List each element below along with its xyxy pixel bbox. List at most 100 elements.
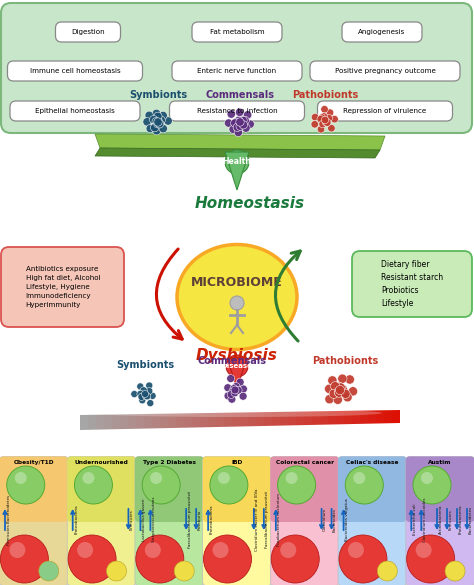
Circle shape (146, 387, 153, 394)
FancyBboxPatch shape (342, 22, 422, 42)
Text: Bacteroidetes: Bacteroidetes (468, 505, 473, 534)
FancyBboxPatch shape (8, 61, 143, 81)
Polygon shape (280, 412, 288, 426)
Text: Antibiotics exposure
High fat diet, Alcohol
Lifestyle, Hygiene
Immunodeficiency
: Antibiotics exposure High fat diet, Alco… (26, 267, 100, 308)
Circle shape (146, 382, 153, 389)
Circle shape (318, 114, 326, 122)
Circle shape (228, 395, 236, 403)
Text: Faecalibacterium prausnitzii: Faecalibacterium prausnitzii (265, 491, 269, 548)
Text: Faecalibacterium prausnitzii: Faecalibacterium prausnitzii (188, 491, 191, 548)
Circle shape (353, 472, 365, 484)
Text: Obesity/T1D: Obesity/T1D (14, 460, 54, 465)
Circle shape (212, 542, 228, 558)
Circle shape (335, 382, 344, 391)
Text: Streptococcus mutans: Streptococcus mutans (152, 497, 156, 542)
Circle shape (154, 118, 162, 126)
Circle shape (241, 116, 249, 125)
Polygon shape (95, 148, 380, 158)
Circle shape (231, 386, 239, 394)
Circle shape (149, 115, 158, 124)
Circle shape (236, 108, 244, 116)
Circle shape (321, 105, 328, 113)
Circle shape (413, 466, 451, 504)
Circle shape (227, 110, 236, 118)
Text: Proteobacteria: Proteobacteria (74, 505, 78, 534)
FancyBboxPatch shape (135, 456, 204, 585)
Circle shape (138, 393, 145, 401)
Circle shape (146, 125, 155, 133)
Polygon shape (296, 411, 304, 425)
Circle shape (234, 128, 243, 136)
FancyBboxPatch shape (270, 456, 339, 522)
Circle shape (321, 116, 329, 124)
Text: Dysbiosis: Dysbiosis (196, 348, 278, 363)
Circle shape (136, 535, 184, 583)
Polygon shape (272, 412, 280, 426)
Circle shape (15, 472, 27, 484)
Circle shape (159, 125, 167, 133)
Polygon shape (288, 412, 296, 425)
Circle shape (326, 109, 334, 116)
Circle shape (229, 125, 237, 133)
FancyArrowPatch shape (275, 251, 300, 341)
Circle shape (142, 466, 180, 504)
Polygon shape (352, 411, 360, 424)
Circle shape (234, 386, 242, 394)
Polygon shape (232, 412, 240, 426)
Text: Dietary fiber
Resistant starch
Probiotics
Lifestyle: Dietary fiber Resistant starch Probiotic… (381, 260, 443, 308)
Text: Repression of virulence: Repression of virulence (343, 108, 427, 114)
Circle shape (218, 472, 230, 484)
FancyBboxPatch shape (55, 22, 120, 42)
Circle shape (154, 112, 162, 121)
Circle shape (445, 561, 465, 581)
FancyBboxPatch shape (0, 456, 68, 522)
Text: Celiac's disease: Celiac's disease (346, 460, 399, 465)
Polygon shape (144, 414, 152, 429)
FancyBboxPatch shape (67, 456, 136, 585)
Polygon shape (368, 410, 376, 424)
Text: Immune cell homeostasis: Immune cell homeostasis (30, 68, 120, 74)
Text: Enteric nerve function: Enteric nerve function (198, 68, 276, 74)
Circle shape (230, 296, 244, 310)
Circle shape (343, 393, 352, 402)
Circle shape (325, 384, 334, 394)
Circle shape (225, 119, 233, 128)
Circle shape (174, 561, 194, 581)
Text: Actinobacteria: Actinobacteria (438, 505, 443, 534)
Circle shape (407, 535, 455, 583)
Circle shape (311, 121, 319, 128)
Circle shape (232, 384, 240, 393)
Circle shape (320, 113, 328, 120)
Polygon shape (256, 412, 264, 426)
Circle shape (232, 383, 240, 391)
Text: Bacteroides vulgatus: Bacteroides vulgatus (345, 498, 349, 541)
Circle shape (333, 395, 342, 404)
Text: Resistance to infection: Resistance to infection (197, 108, 277, 114)
Polygon shape (225, 152, 249, 190)
Text: Proteobacteria: Proteobacteria (210, 505, 214, 534)
Polygon shape (168, 414, 176, 428)
Polygon shape (95, 134, 385, 150)
Text: Pathobionts: Pathobionts (312, 356, 378, 366)
Polygon shape (320, 411, 328, 425)
Polygon shape (328, 411, 336, 425)
Circle shape (335, 388, 344, 397)
Circle shape (239, 121, 247, 129)
Text: Clostridium cluster IV and XIVa: Clostridium cluster IV and XIVa (255, 488, 259, 550)
Circle shape (330, 381, 340, 391)
Polygon shape (216, 413, 224, 427)
Text: Commensals: Commensals (198, 356, 266, 366)
Polygon shape (384, 410, 392, 424)
FancyArrowPatch shape (156, 249, 182, 339)
Circle shape (328, 376, 337, 385)
Circle shape (421, 472, 433, 484)
Circle shape (164, 117, 172, 125)
Text: IBD: IBD (231, 460, 243, 465)
Polygon shape (336, 411, 344, 424)
Polygon shape (192, 413, 200, 428)
Circle shape (325, 115, 333, 122)
Circle shape (153, 126, 161, 135)
Polygon shape (224, 412, 232, 427)
Circle shape (224, 384, 232, 392)
Text: Bacteroides: Bacteroides (333, 508, 337, 532)
